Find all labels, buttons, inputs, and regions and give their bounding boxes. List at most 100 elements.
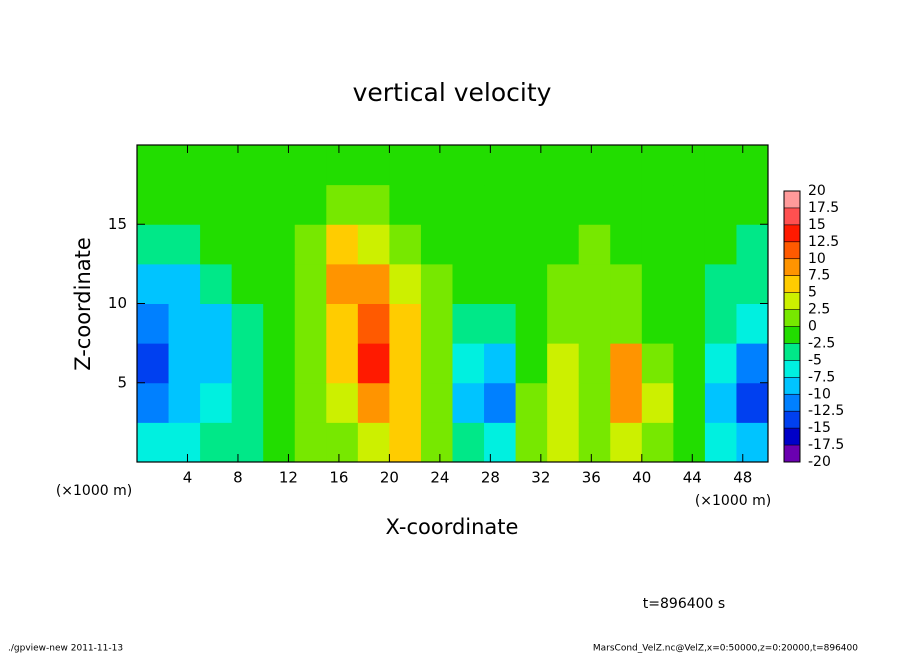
heatmap-cell bbox=[515, 184, 548, 225]
heatmap-cell bbox=[610, 224, 643, 265]
heatmap-cell bbox=[515, 145, 548, 186]
heatmap-cell bbox=[168, 145, 201, 186]
heatmap-cell bbox=[137, 224, 170, 265]
colorbar-label: -12.5 bbox=[808, 403, 844, 419]
chart-title: vertical velocity bbox=[353, 78, 552, 107]
heatmap-cell bbox=[547, 224, 580, 265]
x-tick-label: 8 bbox=[233, 469, 243, 487]
x-tick-label: 12 bbox=[279, 469, 298, 487]
colorbar-band bbox=[784, 191, 800, 208]
heatmap-cell bbox=[231, 303, 264, 344]
colorbar-band bbox=[784, 411, 800, 429]
colorbar-label: -5 bbox=[808, 352, 822, 368]
heatmap-cell bbox=[168, 382, 201, 423]
heatmap-cell bbox=[231, 343, 264, 384]
heatmap-cell bbox=[736, 263, 769, 304]
heatmap-cell bbox=[200, 184, 233, 225]
heatmap-cell bbox=[673, 184, 706, 225]
heatmap-cell bbox=[231, 382, 264, 423]
heatmap-cell bbox=[200, 382, 233, 423]
heatmap-cell bbox=[641, 382, 674, 423]
heatmap-cell bbox=[578, 145, 611, 186]
colorbar-label: -17.5 bbox=[808, 437, 844, 453]
heatmap-cell bbox=[547, 303, 580, 344]
footer-right: MarsCond_VelZ.nc@VelZ,x=0:50000,z=0:2000… bbox=[593, 644, 858, 654]
heatmap-cell bbox=[200, 303, 233, 344]
heatmap-cell bbox=[547, 422, 580, 463]
heatmap-cell bbox=[263, 422, 296, 463]
heatmap-cell bbox=[389, 343, 422, 384]
heatmap-cell bbox=[389, 303, 422, 344]
colorbar-label: 0 bbox=[808, 319, 817, 335]
heatmap-cell bbox=[294, 184, 327, 225]
heatmap-cell bbox=[452, 303, 485, 344]
heatmap-cell bbox=[357, 184, 390, 225]
heatmap-cell bbox=[200, 263, 233, 304]
colorbar-band bbox=[784, 241, 800, 259]
heatmap-cell bbox=[515, 263, 548, 304]
heatmap-cell bbox=[641, 224, 674, 265]
heatmap-cell bbox=[168, 184, 201, 225]
heatmap-cell bbox=[578, 263, 611, 304]
heatmap-cell bbox=[357, 343, 390, 384]
heatmap-cell bbox=[357, 224, 390, 265]
heatmap-cell bbox=[420, 224, 453, 265]
heatmap-cell bbox=[200, 422, 233, 463]
heatmap-cell bbox=[168, 263, 201, 304]
heatmap-cell bbox=[389, 263, 422, 304]
colorbar-band bbox=[784, 275, 800, 293]
heatmap-cell bbox=[200, 224, 233, 265]
heatmap-cell bbox=[200, 145, 233, 186]
heatmap-cell bbox=[326, 382, 359, 423]
heatmap-cell bbox=[673, 422, 706, 463]
heatmap-cell bbox=[641, 184, 674, 225]
heatmap-cell bbox=[641, 422, 674, 463]
colorbar-label: 10 bbox=[808, 251, 826, 267]
heatmap-cell bbox=[704, 224, 737, 265]
heatmap-cell bbox=[452, 343, 485, 384]
heatmap-cell bbox=[547, 263, 580, 304]
heatmap-cell bbox=[326, 184, 359, 225]
heatmap-cell bbox=[578, 224, 611, 265]
heatmap-cell bbox=[736, 422, 769, 463]
heatmap-cell bbox=[168, 343, 201, 384]
heatmap-cell bbox=[673, 263, 706, 304]
heatmap-cell bbox=[704, 422, 737, 463]
heatmap-cell bbox=[515, 382, 548, 423]
x-tick-label: 36 bbox=[582, 469, 601, 487]
heatmap-cell bbox=[452, 145, 485, 186]
annotation: t=896400 s bbox=[643, 596, 725, 612]
heatmap-cell bbox=[484, 145, 517, 186]
colorbar-band bbox=[784, 428, 800, 446]
heatmap-cell bbox=[389, 224, 422, 265]
heatmap-cell bbox=[200, 343, 233, 384]
heatmap-cell bbox=[420, 184, 453, 225]
heatmap-cell bbox=[263, 382, 296, 423]
heatmap-cell bbox=[420, 343, 453, 384]
heatmap-cell bbox=[547, 343, 580, 384]
heatmap-cell bbox=[294, 382, 327, 423]
heatmap-cell bbox=[294, 343, 327, 384]
heatmap-cell bbox=[357, 303, 390, 344]
heatmap-cell bbox=[137, 145, 170, 186]
heatmap-cell bbox=[673, 145, 706, 186]
colorbar-band bbox=[784, 292, 800, 310]
heatmap-cell bbox=[484, 343, 517, 384]
colorbar-label: -7.5 bbox=[808, 369, 835, 385]
heatmap-cell bbox=[357, 145, 390, 186]
heatmap-cell bbox=[231, 263, 264, 304]
heatmap-cell bbox=[357, 382, 390, 423]
heatmap-cell bbox=[231, 224, 264, 265]
x-tick-label: 28 bbox=[481, 469, 500, 487]
colorbar-label: 17.5 bbox=[808, 200, 839, 216]
heatmap-cell bbox=[263, 263, 296, 304]
heatmap-cell bbox=[231, 422, 264, 463]
heatmap-cell bbox=[326, 343, 359, 384]
heatmap-cell bbox=[294, 145, 327, 186]
heatmap-cell bbox=[357, 422, 390, 463]
heatmap-cell bbox=[515, 343, 548, 384]
colorbar-label: -2.5 bbox=[808, 335, 835, 351]
heatmap-cell bbox=[452, 184, 485, 225]
heatmap-cell bbox=[610, 343, 643, 384]
